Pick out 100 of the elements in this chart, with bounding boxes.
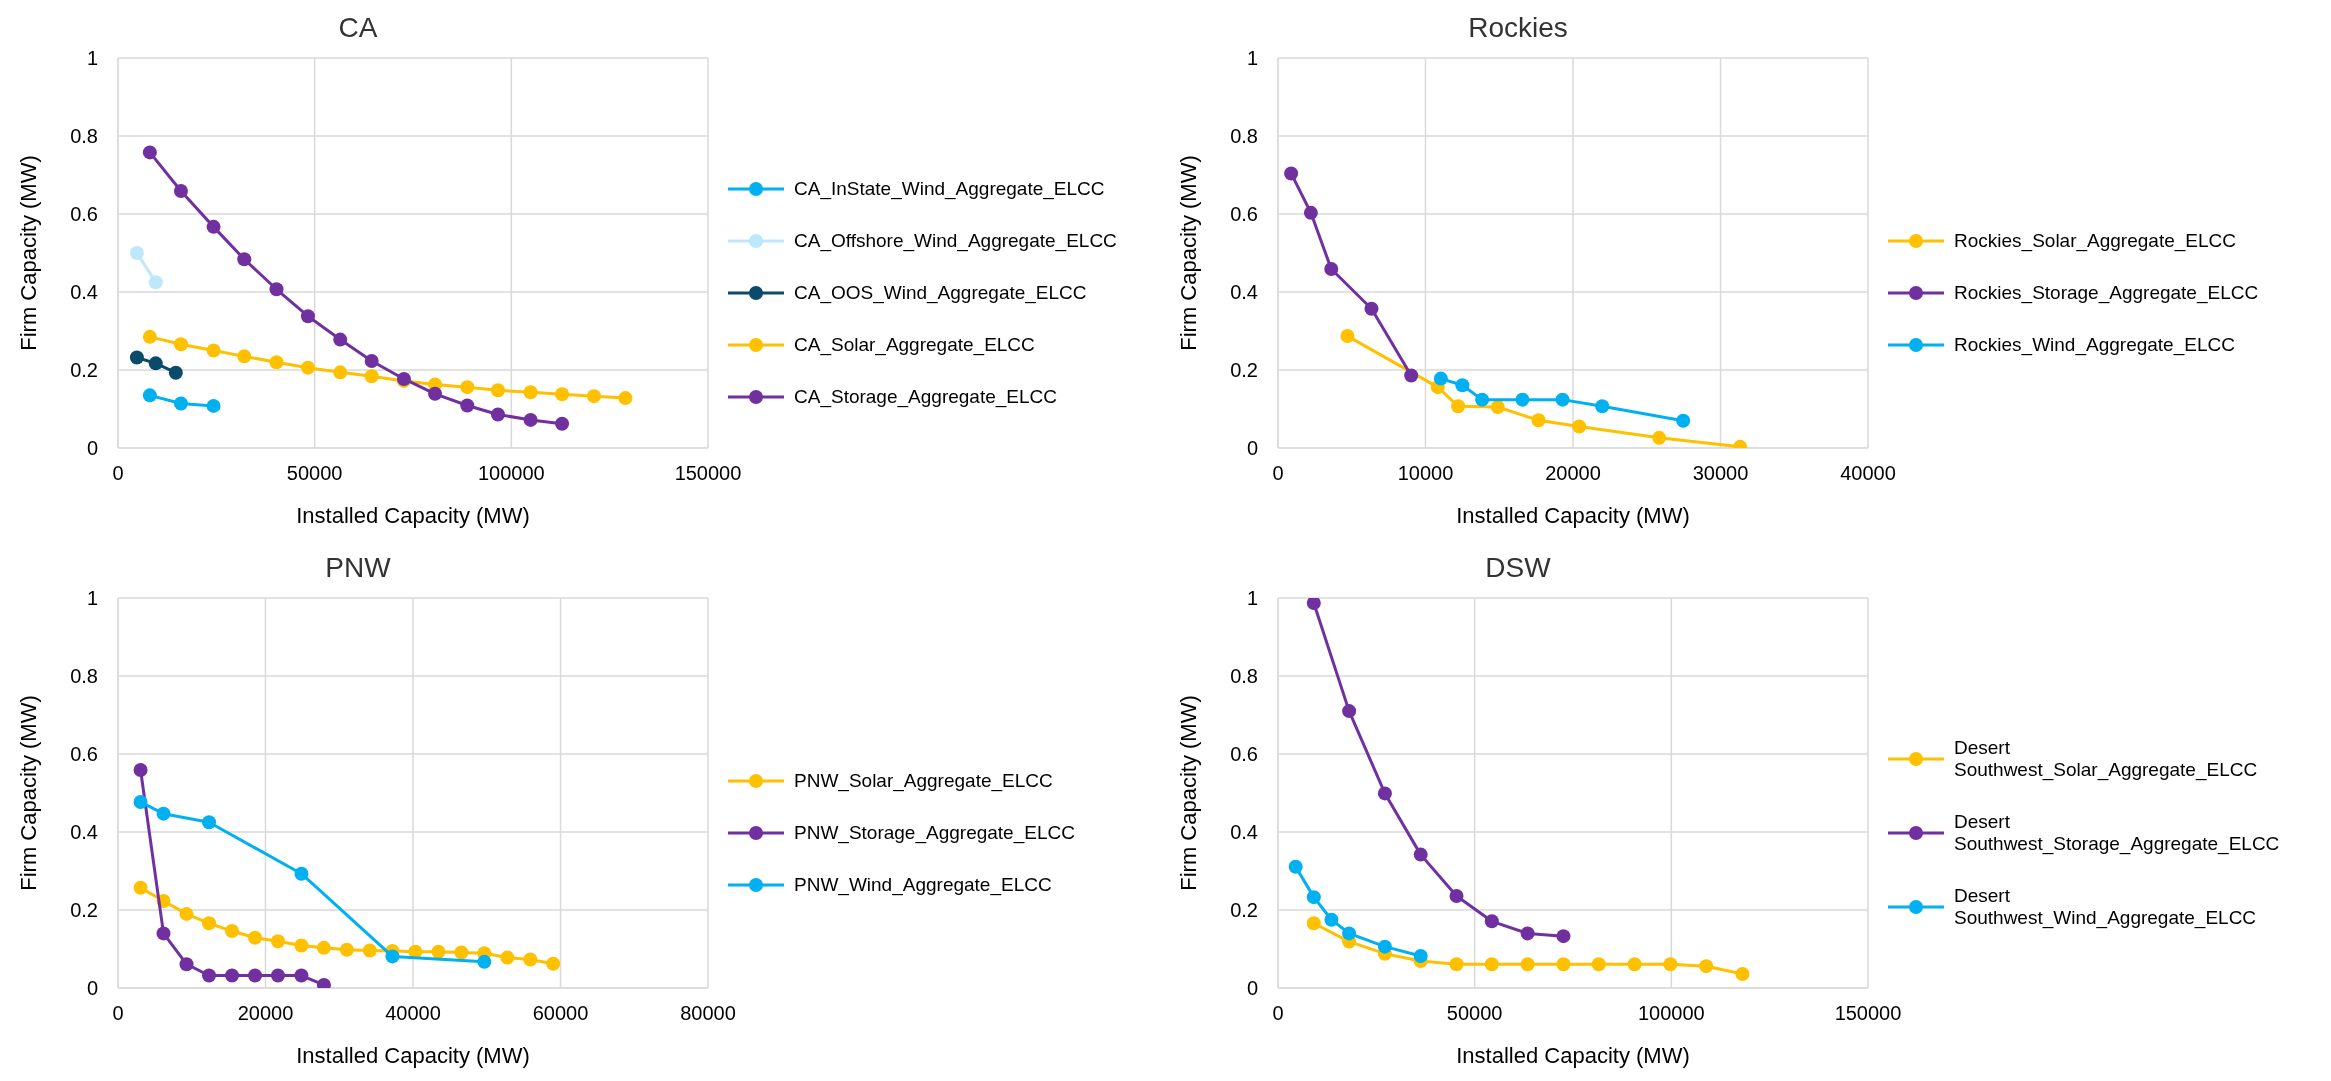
point (156, 926, 171, 941)
legend-label: CA_Storage_Aggregate_ELCC (794, 386, 1058, 408)
point (1652, 430, 1667, 445)
point (1484, 957, 1499, 972)
x-axis-title: Installed Capacity (MW) (1456, 1043, 1690, 1068)
x-tick-label: 100000 (1637, 1002, 1705, 1025)
point (1303, 205, 1318, 220)
y-axis-title: Firm Capacity (MW) (15, 695, 41, 891)
y-tick-label: 0.6 (70, 743, 98, 766)
x-tick-label: 50000 (286, 462, 343, 485)
x-tick-label: 20000 (237, 1002, 294, 1025)
point (225, 968, 240, 983)
point (454, 945, 469, 960)
point (270, 934, 285, 949)
point (248, 930, 263, 945)
point (1699, 959, 1714, 974)
chart-title: DSW (1484, 551, 1552, 585)
point (1484, 914, 1499, 929)
legend-label: CA_OOS_Wind_Aggregate_ELCC (794, 282, 1088, 304)
point (1404, 368, 1419, 383)
point (555, 387, 570, 402)
point (500, 950, 515, 965)
y-tick-label: 0.4 (1230, 821, 1258, 844)
point (156, 806, 171, 821)
point (1455, 378, 1470, 393)
point (1556, 929, 1571, 944)
point (1555, 392, 1570, 407)
chart-title: CA (337, 11, 379, 45)
chart-title: Rockies (1467, 11, 1569, 45)
point (618, 391, 633, 406)
point (364, 369, 379, 384)
point (269, 282, 284, 297)
x-tick-label: 150000 (1834, 1002, 1902, 1025)
point (1556, 957, 1571, 972)
legend-label: CA_Solar_Aggregate_ELCC (794, 334, 1036, 356)
y-tick-label: 0 (1246, 437, 1258, 460)
point (173, 337, 188, 352)
chart-title: PNW (324, 551, 392, 585)
point (148, 275, 163, 290)
point (586, 389, 601, 404)
point (269, 355, 284, 370)
y-tick-label: 0 (86, 977, 98, 1000)
point (142, 388, 157, 403)
point (294, 968, 309, 983)
point (1591, 957, 1606, 972)
point (202, 815, 217, 830)
point (1324, 261, 1339, 276)
point (1377, 939, 1392, 954)
y-tick-label: 0.4 (70, 821, 98, 844)
point (1451, 399, 1466, 414)
legend-label: Rockies_Wind_Aggregate_ELCC (1954, 334, 2236, 356)
point (270, 968, 285, 983)
y-tick-label: 0.2 (1230, 899, 1258, 922)
point (142, 329, 157, 344)
point (1520, 957, 1535, 972)
y-tick-label: 1 (86, 587, 98, 610)
point (523, 412, 538, 427)
point (206, 219, 221, 234)
point (1284, 166, 1299, 181)
x-tick-label: 10000 (1397, 462, 1454, 485)
point (339, 942, 354, 957)
x-axis-title: Installed Capacity (MW) (296, 1043, 530, 1068)
point (294, 938, 309, 953)
y-tick-label: 0.2 (1230, 359, 1258, 382)
point (179, 957, 194, 972)
point (1449, 957, 1464, 972)
legend-label: PNW_Storage_Aggregate_ELCC (794, 822, 1076, 844)
point (1595, 399, 1610, 414)
point (202, 968, 217, 983)
point (490, 383, 505, 398)
point (133, 762, 148, 777)
legend-label: Desert Southwest_Wind_Aggregate_ELCC (1954, 885, 2258, 929)
y-tick-label: 0 (86, 437, 98, 460)
point (1520, 926, 1535, 941)
x-tick-label: 60000 (532, 1002, 589, 1025)
point (173, 183, 188, 198)
point (1288, 859, 1303, 874)
point (1663, 957, 1678, 972)
x-tick-label: 40000 (385, 1002, 441, 1025)
point (1306, 916, 1321, 931)
y-axis-title: Firm Capacity (MW) (15, 155, 41, 351)
point (237, 349, 252, 364)
y-tick-label: 0.6 (70, 203, 98, 226)
x-tick-label: 0 (1272, 462, 1284, 485)
y-tick-label: 0.6 (1230, 743, 1258, 766)
point (202, 916, 217, 931)
legend-label: CA_Offshore_Wind_Aggregate_ELCC (794, 230, 1118, 252)
point (1364, 301, 1379, 316)
point (206, 398, 221, 413)
point (248, 968, 263, 983)
point (1324, 912, 1339, 927)
point (428, 386, 443, 401)
point (1572, 419, 1587, 434)
x-tick-label: 0 (112, 1002, 124, 1025)
y-tick-label: 0.8 (1230, 665, 1258, 688)
point (300, 360, 315, 375)
x-tick-label: 30000 (1692, 462, 1749, 485)
point (142, 145, 157, 160)
point (460, 380, 475, 395)
point (1515, 392, 1530, 407)
